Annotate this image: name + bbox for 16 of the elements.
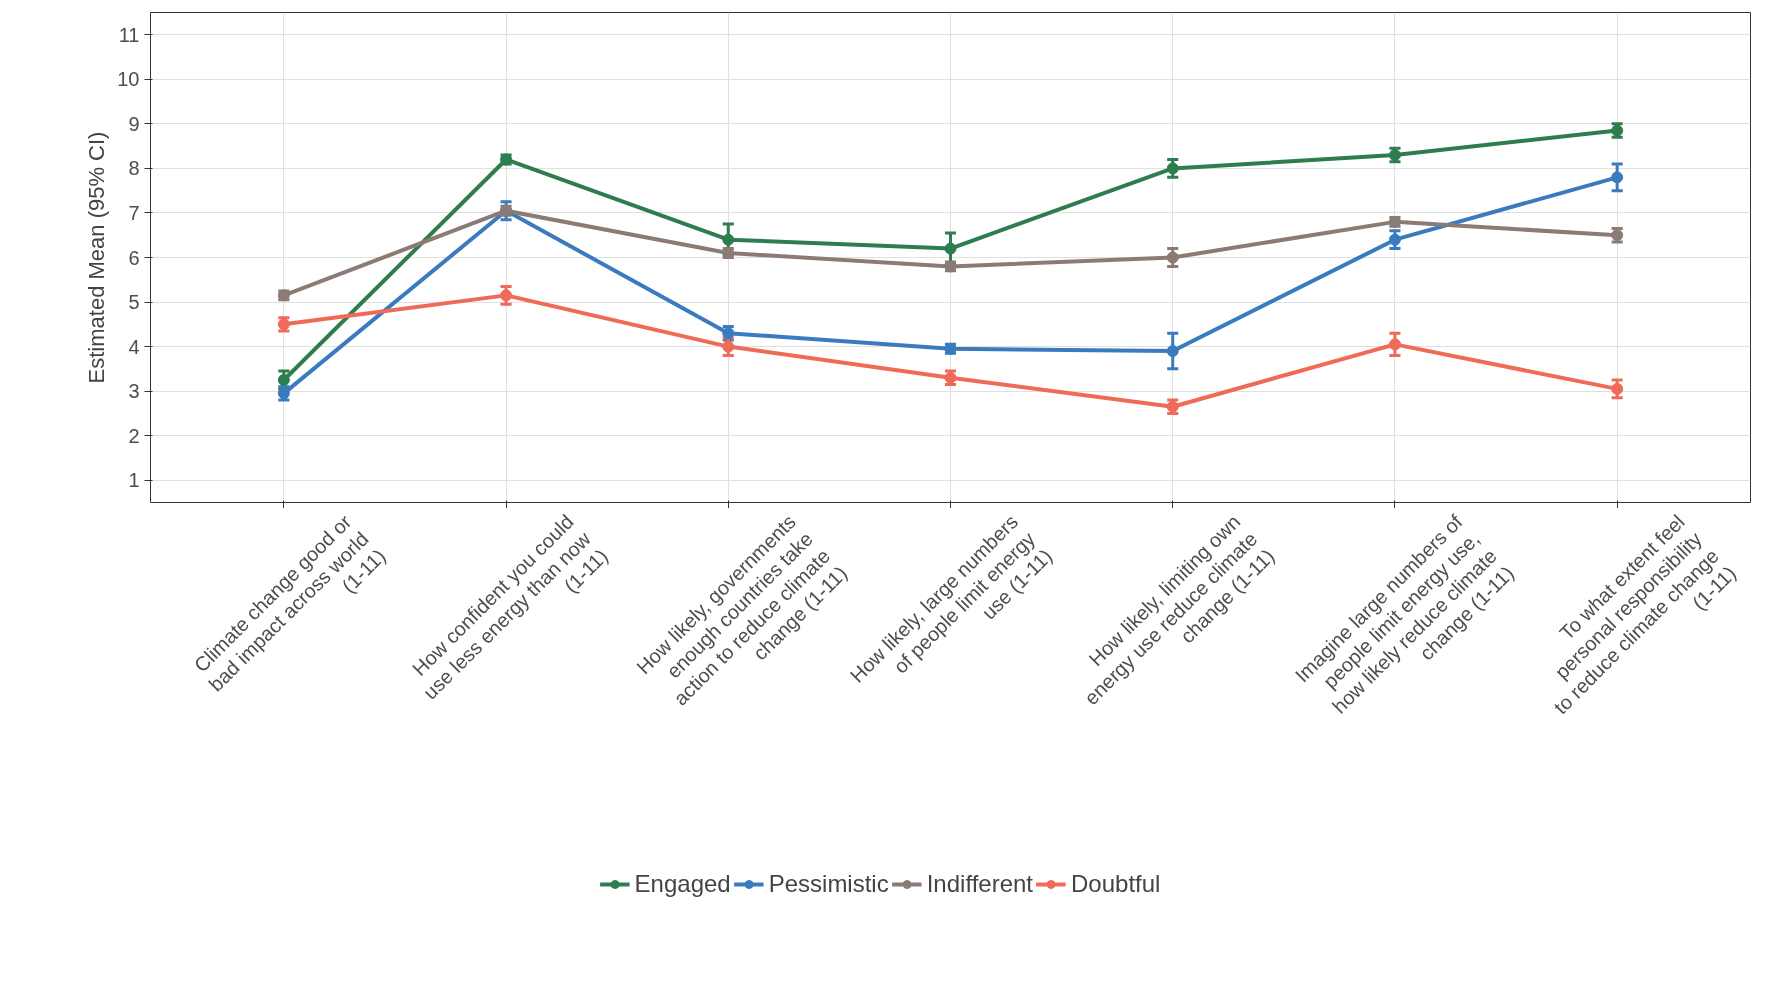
y-tick-label: 7 <box>128 201 140 224</box>
legend-label: Indifferent <box>926 870 1034 898</box>
y-tick-label: 9 <box>128 112 140 135</box>
legend-label: Pessimistic <box>768 870 889 898</box>
y-tick-label: 8 <box>128 157 140 180</box>
y-tick-label: 4 <box>128 335 140 358</box>
y-tick-label: 6 <box>128 246 140 269</box>
y-axis-title: Estimated Mean (95% CI) <box>84 131 110 384</box>
y-tick-label: 2 <box>128 424 140 447</box>
y-tick-label: 3 <box>128 380 140 403</box>
y-tick-label: 10 <box>117 68 140 91</box>
y-tick-label: 11 <box>118 23 140 46</box>
legend-label: Engaged <box>634 870 731 898</box>
y-tick-label: 1 <box>128 469 140 492</box>
y-tick-label: 5 <box>128 291 140 314</box>
legend-label: Doubtful <box>1071 870 1161 898</box>
